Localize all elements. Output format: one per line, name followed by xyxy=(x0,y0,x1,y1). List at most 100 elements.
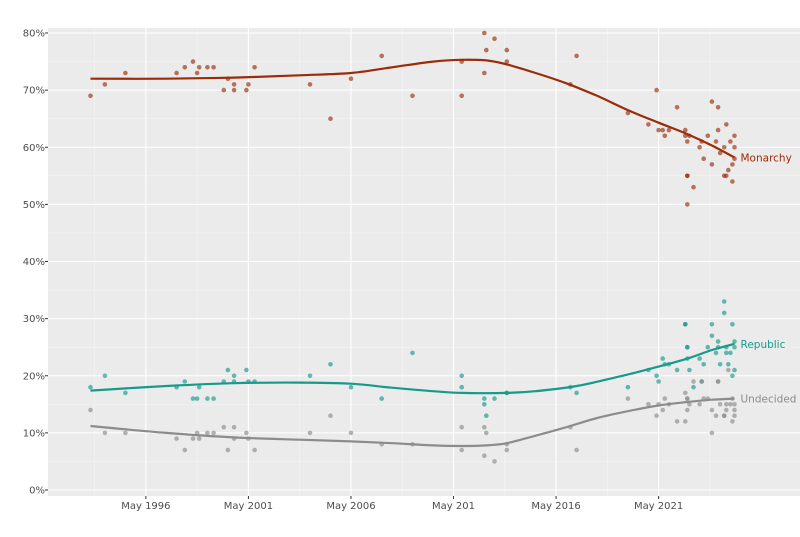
data-point-republic xyxy=(205,396,210,401)
data-point-republic xyxy=(482,396,487,401)
data-point-republic xyxy=(102,373,108,379)
data-point-republic xyxy=(654,373,659,379)
data-point-republic xyxy=(244,367,249,373)
data-point-undecided xyxy=(699,379,704,384)
data-point-republic xyxy=(656,379,661,384)
data-point-republic xyxy=(410,350,415,356)
x-tick-label: May 2021 xyxy=(634,501,683,512)
data-point-undecided xyxy=(211,430,216,436)
data-point-monarchy xyxy=(307,82,313,87)
data-point-undecided xyxy=(307,430,313,436)
data-point-monarchy xyxy=(730,162,735,167)
data-point-republic xyxy=(574,390,579,396)
data-point-republic xyxy=(683,322,688,327)
y-tick-label: 0% xyxy=(29,486,45,497)
data-point-undecided xyxy=(717,402,723,407)
data-point-undecided xyxy=(231,424,237,430)
data-point-republic xyxy=(196,384,202,390)
y-tick-label: 20% xyxy=(23,371,45,382)
data-point-undecided xyxy=(221,424,227,430)
data-point-monarchy xyxy=(721,145,727,150)
y-tick-label: 40% xyxy=(23,257,45,268)
data-point-republic xyxy=(730,322,735,327)
data-point-monarchy xyxy=(231,87,237,93)
data-point-monarchy xyxy=(683,127,688,133)
data-point-monarchy xyxy=(492,36,497,41)
data-point-monarchy xyxy=(196,65,202,70)
series-labels: Monarchy Republic Undecided xyxy=(741,153,797,406)
data-point-monarchy xyxy=(662,133,668,139)
data-point-republic xyxy=(721,299,727,304)
data-point-monarchy xyxy=(102,82,108,87)
data-point-republic xyxy=(717,362,723,367)
x-tick-label: May 2006 xyxy=(326,501,375,512)
data-point-monarchy xyxy=(504,59,510,64)
data-point-monarchy xyxy=(726,167,731,173)
data-point-republic xyxy=(182,379,188,384)
data-point-monarchy xyxy=(646,122,651,127)
data-point-undecided xyxy=(244,430,249,436)
data-point-monarchy xyxy=(574,53,579,59)
data-point-undecided xyxy=(724,402,729,407)
data-point-monarchy xyxy=(713,139,719,144)
data-point-monarchy xyxy=(123,70,128,76)
data-point-monarchy xyxy=(252,65,257,70)
data-point-undecided xyxy=(697,402,702,407)
data-point-republic xyxy=(709,322,715,327)
data-point-undecided xyxy=(492,459,497,464)
data-point-republic xyxy=(732,339,737,344)
data-point-undecided xyxy=(196,436,202,441)
data-point-undecided xyxy=(123,430,128,436)
data-point-undecided xyxy=(102,430,108,436)
data-point-monarchy xyxy=(709,99,715,104)
data-point-monarchy xyxy=(482,30,487,36)
x-axis: May 1996 May 2001 May 2006 May 201 May 2016 M… xyxy=(121,496,683,512)
data-point-undecided xyxy=(709,430,715,436)
data-point-undecided xyxy=(660,407,665,413)
data-point-undecided xyxy=(654,413,659,419)
x-tick-label: May 2016 xyxy=(531,501,580,512)
data-point-republic xyxy=(660,356,665,361)
data-point-monarchy xyxy=(685,139,690,144)
data-point-republic xyxy=(123,390,128,396)
data-point-monarchy xyxy=(182,65,188,70)
data-point-undecided xyxy=(484,430,489,436)
data-point-monarchy xyxy=(482,70,487,76)
data-point-undecided xyxy=(728,402,733,407)
y-tick-label: 30% xyxy=(23,314,45,325)
data-point-republic xyxy=(492,396,497,401)
data-point-republic xyxy=(691,384,696,390)
data-point-republic xyxy=(484,413,489,419)
data-point-undecided xyxy=(674,419,680,424)
data-point-undecided xyxy=(732,407,737,413)
data-point-undecided xyxy=(174,436,179,441)
data-point-undecided xyxy=(225,447,231,453)
data-point-monarchy xyxy=(379,53,385,59)
data-point-republic xyxy=(231,373,237,379)
data-point-monarchy xyxy=(732,133,737,139)
data-point-monarchy xyxy=(656,127,661,133)
data-point-monarchy xyxy=(190,59,196,64)
data-point-monarchy xyxy=(724,122,729,127)
series-label-republic: Republic xyxy=(741,339,786,351)
data-point-monarchy xyxy=(666,127,672,133)
trend-line-republic xyxy=(90,342,735,395)
data-point-republic xyxy=(194,396,200,401)
data-point-monarchy xyxy=(654,87,659,93)
x-tick-label: May 1996 xyxy=(121,501,170,512)
data-point-undecided xyxy=(685,407,690,413)
data-point-undecided xyxy=(709,407,715,413)
data-point-monarchy xyxy=(459,93,465,99)
data-point-monarchy xyxy=(697,145,702,150)
x-tick-label: May 2001 xyxy=(224,501,273,512)
data-point-monarchy xyxy=(625,110,631,116)
data-point-monarchy xyxy=(691,184,696,190)
data-point-undecided xyxy=(730,419,735,424)
data-point-undecided xyxy=(724,407,729,413)
data-point-undecided xyxy=(646,402,651,407)
data-point-republic xyxy=(625,384,631,390)
data-point-undecided xyxy=(88,407,93,413)
data-point-republic xyxy=(482,402,487,407)
data-point-monarchy xyxy=(660,127,665,133)
data-point-republic xyxy=(726,362,731,367)
